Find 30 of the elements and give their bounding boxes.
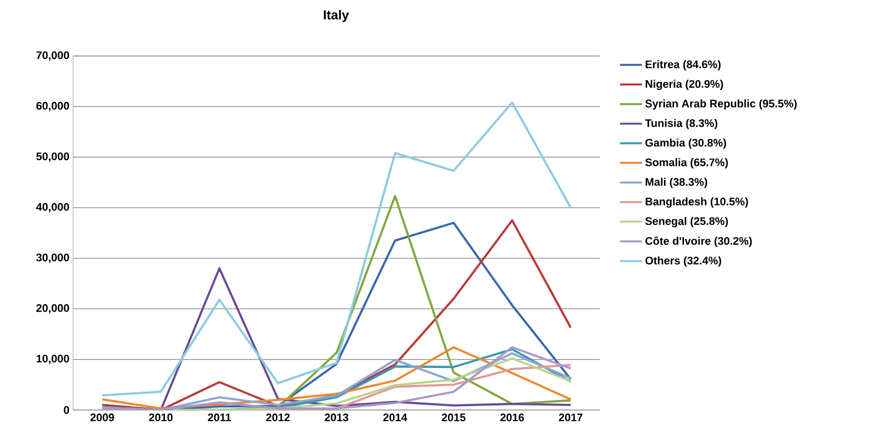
line-series <box>101 101 572 396</box>
y-tick-label: 50,000 <box>36 152 70 162</box>
legend-label: Mali (38.3%) <box>646 178 708 188</box>
y-tick-label: 20,000 <box>36 304 70 314</box>
y-tick-label: 70,000 <box>36 51 70 61</box>
x-tick-label: 2017 <box>558 414 582 422</box>
legend-label: Syrian Arab Republic (95.5%) <box>645 99 797 110</box>
y-tick-label: 60,000 <box>36 102 70 112</box>
x-tick-label: 2013 <box>324 414 348 422</box>
x-tick-label: 2015 <box>442 414 466 422</box>
legend-label: Côte d'Ivoire (30.2%) <box>645 236 752 247</box>
legend-label: Eritrea (84.6%) <box>646 60 721 70</box>
y-tick-label: 40,000 <box>36 203 70 212</box>
legend-label: Senegal (25.8%) <box>645 216 728 228</box>
x-tick-label: 2011 <box>208 414 231 422</box>
y-tick-label: 0 <box>64 406 70 414</box>
legend-label: Bangladesh (10.5%) <box>646 197 748 208</box>
x-tick-label: 2009 <box>90 414 114 422</box>
legend-label: Gambia (30.8%) <box>645 138 726 149</box>
legend-label: Others (32.4%) <box>645 256 722 267</box>
x-tick-label: 2014 <box>383 414 408 422</box>
legend-label: Somalia (65.7%) <box>645 158 728 168</box>
y-tick-label: 10,000 <box>36 354 70 364</box>
legend-label: Nigeria (20.9%) <box>646 80 723 90</box>
x-tick-label: 2016 <box>500 414 524 422</box>
legend-label: Tunisia (8.3%) <box>645 118 718 130</box>
x-tick-label: 2012 <box>266 414 290 422</box>
y-tick-label: 30,000 <box>36 254 70 263</box>
x-tick-label: 2010 <box>149 414 173 422</box>
chart-title: Italy <box>324 10 349 22</box>
